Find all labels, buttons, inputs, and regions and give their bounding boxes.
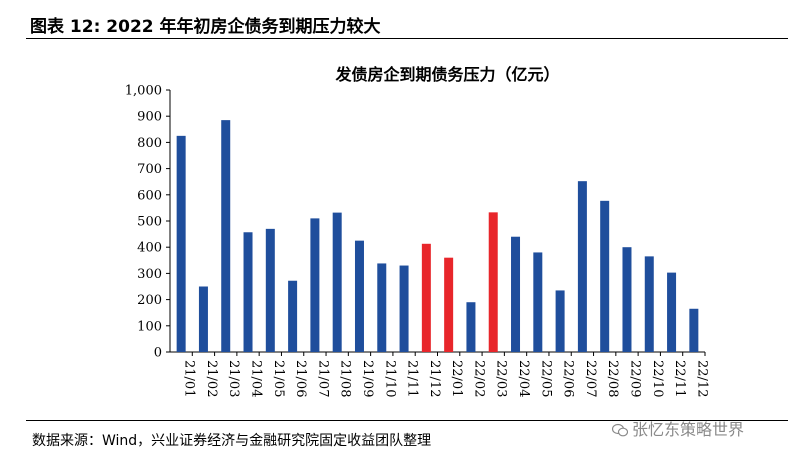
x-tick-label: 22/06 bbox=[561, 360, 576, 397]
x-tick-label: 22/02 bbox=[471, 360, 486, 397]
x-tick-label: 21/07 bbox=[315, 360, 330, 397]
x-tick-label: 22/07 bbox=[583, 360, 598, 397]
bar bbox=[198, 286, 208, 352]
x-tick-label: 22/09 bbox=[627, 360, 642, 397]
y-tick-label: 200 bbox=[137, 293, 162, 308]
bar bbox=[354, 240, 364, 352]
x-tick-label: 22/04 bbox=[516, 360, 531, 397]
x-tick-label: 22/03 bbox=[494, 360, 509, 397]
y-tick-label: 1,000 bbox=[125, 84, 162, 99]
x-tick-label: 22/11 bbox=[672, 360, 687, 397]
x-tick-label: 22/08 bbox=[605, 360, 620, 397]
figure-title: 图表 12: 2022 年年初房企债务到期压力较大 bbox=[30, 17, 381, 37]
bar bbox=[310, 218, 320, 352]
bottom-rule bbox=[26, 420, 788, 421]
x-tick-label: 21/04 bbox=[249, 360, 264, 397]
x-tick-label: 22/10 bbox=[650, 360, 665, 397]
top-rule bbox=[26, 38, 788, 39]
bar bbox=[444, 257, 454, 352]
wechat-icon bbox=[612, 423, 628, 437]
bar bbox=[243, 232, 253, 352]
x-tick-label: 21/10 bbox=[382, 360, 397, 397]
y-tick-label: 800 bbox=[137, 136, 162, 151]
bar bbox=[667, 272, 677, 352]
bar bbox=[488, 212, 498, 352]
bar bbox=[622, 247, 632, 352]
y-tick-label: 700 bbox=[137, 162, 162, 177]
x-tick-label: 22/05 bbox=[538, 360, 553, 397]
bar bbox=[332, 212, 342, 352]
bar bbox=[533, 252, 543, 352]
bar bbox=[555, 290, 565, 352]
watermark: 张忆东策略世界 bbox=[612, 416, 744, 440]
figure-header: 图表 12: 2022 年年初房企债务到期压力较大 bbox=[4, 4, 794, 40]
bar bbox=[399, 265, 409, 352]
x-tick-label: 21/09 bbox=[360, 360, 375, 397]
x-tick-label: 21/08 bbox=[338, 360, 353, 397]
y-tick-label: 600 bbox=[137, 188, 162, 203]
x-tick-label: 21/12 bbox=[427, 360, 442, 397]
bar bbox=[265, 228, 275, 352]
y-tick-label: 500 bbox=[137, 215, 162, 230]
y-tick-label: 100 bbox=[137, 319, 162, 334]
x-tick-label: 22/12 bbox=[694, 360, 709, 397]
y-tick-label: 900 bbox=[137, 110, 162, 125]
bar bbox=[600, 200, 610, 352]
bar bbox=[644, 256, 654, 352]
data-source-note: 数据来源：Wind，兴业证券经济与金融研究院固定收益团队整理 bbox=[32, 433, 432, 449]
y-tick-label: 400 bbox=[137, 241, 162, 256]
watermark-text: 张忆东策略世界 bbox=[632, 420, 745, 439]
bar bbox=[176, 135, 186, 352]
y-tick-label: 300 bbox=[137, 267, 162, 282]
x-tick-label: 21/03 bbox=[226, 360, 241, 397]
bar bbox=[288, 280, 298, 352]
bar bbox=[377, 263, 387, 352]
bar bbox=[577, 181, 587, 352]
bar bbox=[221, 120, 231, 352]
x-tick-label: 21/01 bbox=[182, 360, 197, 397]
x-tick-label: 21/02 bbox=[204, 360, 219, 397]
x-tick-label: 21/06 bbox=[293, 360, 308, 397]
chart-title: 发债房企到期债务压力（亿元） bbox=[334, 65, 559, 84]
bar-chart: 发债房企到期债务压力（亿元） 0 100 200 300 400 500 600 700 800 9… bbox=[125, 65, 710, 397]
x-tick-label: 22/01 bbox=[449, 360, 464, 397]
bar bbox=[689, 308, 699, 352]
bar bbox=[511, 236, 521, 352]
x-tick-label: 21/11 bbox=[405, 360, 420, 397]
bar bbox=[466, 302, 476, 352]
x-tick-label: 21/05 bbox=[271, 360, 286, 397]
bar bbox=[421, 243, 431, 352]
y-tick-label: 0 bbox=[154, 346, 162, 361]
